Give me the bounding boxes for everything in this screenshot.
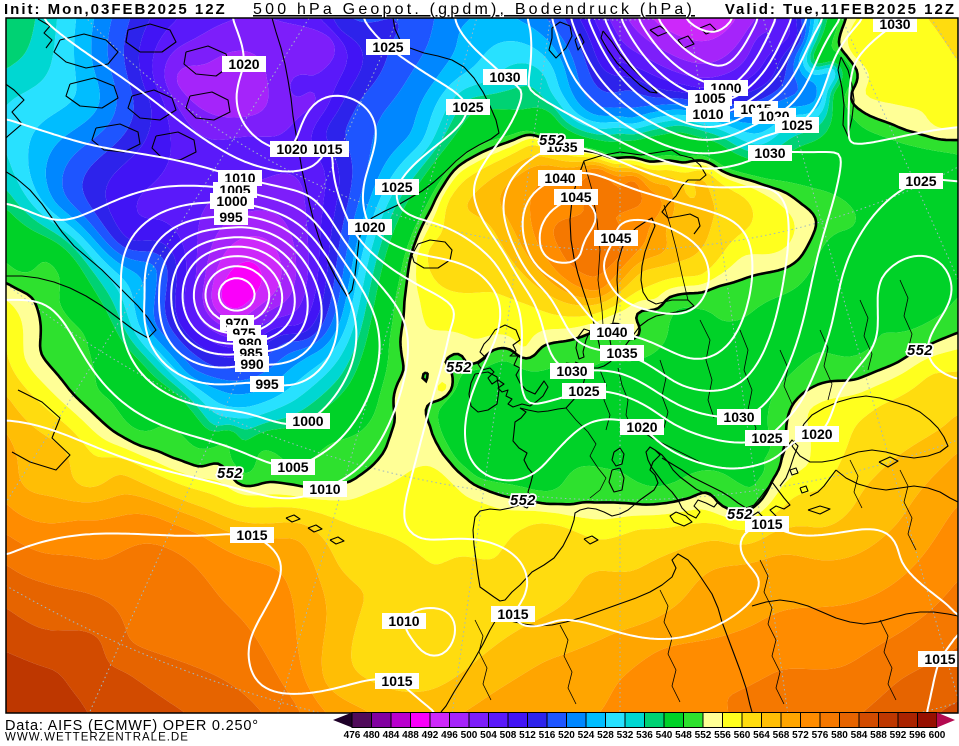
svg-text:1030: 1030 [489,69,520,85]
svg-text:1015: 1015 [497,606,528,622]
svg-text:572: 572 [792,730,809,741]
svg-text:1005: 1005 [277,459,308,475]
svg-text:1035: 1035 [546,139,577,155]
svg-text:568: 568 [773,730,790,741]
svg-text:580: 580 [831,730,848,741]
svg-text:552: 552 [217,466,243,482]
svg-text:1025: 1025 [781,117,812,133]
svg-text:1040: 1040 [544,170,575,186]
svg-text:1020: 1020 [276,141,307,157]
svg-text:Data: AIFS (ECMWF) OPER 0.250°: Data: AIFS (ECMWF) OPER 0.250° [5,718,259,734]
svg-text:552: 552 [907,343,933,359]
svg-text:Valid: Tue,11FEB2025 12Z: Valid: Tue,11FEB2025 12Z [725,1,956,18]
svg-text:504: 504 [480,730,497,741]
svg-text:500: 500 [461,730,478,741]
svg-text:1010: 1010 [309,481,340,497]
svg-text:1020: 1020 [801,426,832,442]
svg-text:1015: 1015 [751,516,782,532]
svg-text:488: 488 [402,730,419,741]
svg-text:564: 564 [753,730,770,741]
svg-text:492: 492 [422,730,439,741]
svg-text:496: 496 [441,730,458,741]
svg-text:540: 540 [656,730,673,741]
svg-text:1025: 1025 [452,99,483,115]
svg-text:552: 552 [446,360,472,376]
svg-text:1030: 1030 [879,16,910,32]
svg-text:995: 995 [219,209,243,225]
svg-text:512: 512 [519,730,536,741]
svg-text:552: 552 [510,493,536,509]
svg-text:1010: 1010 [388,613,419,629]
svg-text:500 hPa Geopot. (gpdm), Bodend: 500 hPa Geopot. (gpdm), Bodendruck (hPa) [253,1,695,18]
svg-text:Init: Mon,03FEB2025 12Z: Init: Mon,03FEB2025 12Z [4,1,227,18]
svg-text:1030: 1030 [723,409,754,425]
svg-text:596: 596 [909,730,926,741]
svg-text:1015: 1015 [381,673,412,689]
svg-text:508: 508 [500,730,517,741]
svg-text:1020: 1020 [626,419,657,435]
svg-text:1015: 1015 [236,527,267,543]
svg-text:1030: 1030 [556,363,587,379]
svg-text:1025: 1025 [905,173,936,189]
svg-text:1005: 1005 [694,90,725,106]
svg-text:1025: 1025 [568,383,599,399]
svg-text:1020: 1020 [354,219,385,235]
svg-text:1020: 1020 [228,56,259,72]
svg-text:592: 592 [890,730,907,741]
svg-text:516: 516 [539,730,556,741]
svg-text:1000: 1000 [292,413,323,429]
svg-text:480: 480 [363,730,380,741]
svg-text:1015: 1015 [924,651,955,667]
svg-text:520: 520 [558,730,575,741]
svg-text:995: 995 [255,376,279,392]
svg-text:476: 476 [344,730,361,741]
svg-text:552: 552 [727,507,753,523]
svg-text:1015: 1015 [311,141,342,157]
svg-text:WWW.WETTERZENTRALE.DE: WWW.WETTERZENTRALE.DE [5,732,189,742]
svg-text:556: 556 [714,730,731,741]
svg-text:528: 528 [597,730,614,741]
svg-text:576: 576 [812,730,829,741]
svg-text:532: 532 [617,730,634,741]
svg-text:536: 536 [636,730,653,741]
svg-text:552: 552 [695,730,712,741]
svg-text:1045: 1045 [600,230,631,246]
svg-text:1040: 1040 [596,324,627,340]
svg-text:1035: 1035 [606,345,637,361]
svg-text:1025: 1025 [751,430,782,446]
svg-text:1025: 1025 [381,179,412,195]
svg-text:548: 548 [675,730,692,741]
svg-text:600: 600 [929,730,946,741]
svg-text:584: 584 [851,730,868,741]
svg-text:560: 560 [734,730,751,741]
svg-text:1030: 1030 [754,145,785,161]
svg-text:552: 552 [539,133,565,149]
svg-text:588: 588 [870,730,887,741]
svg-text:524: 524 [578,730,595,741]
svg-text:990: 990 [240,356,264,372]
svg-text:1010: 1010 [692,106,723,122]
svg-text:484: 484 [383,730,400,741]
svg-text:1000: 1000 [216,193,247,209]
svg-text:1025: 1025 [372,39,403,55]
svg-text:1045: 1045 [560,189,591,205]
